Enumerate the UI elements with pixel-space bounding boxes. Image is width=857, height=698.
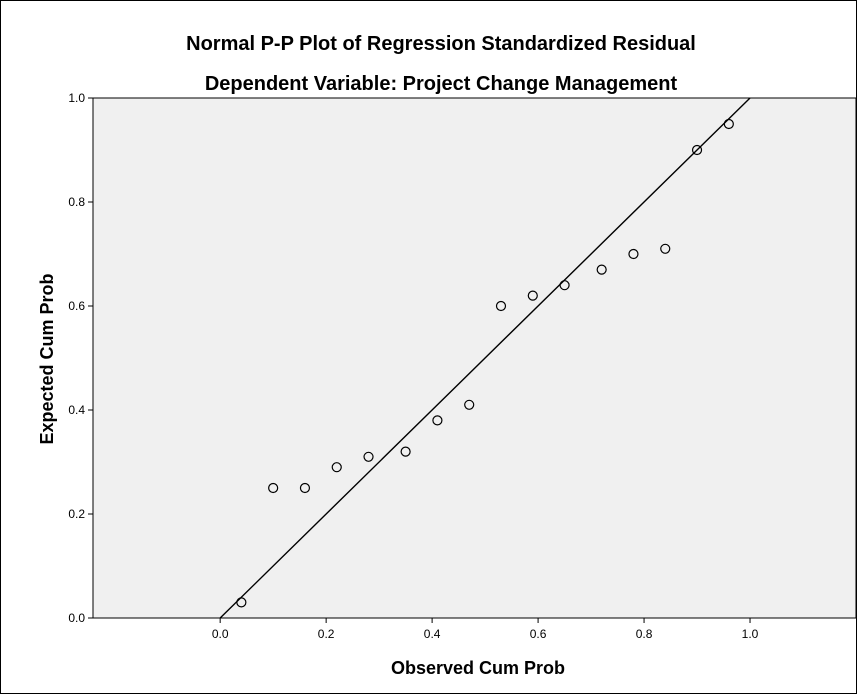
axis-ticks: 0.0 0.2 0.4 0.6 0.8 1.0 0.0 0.2 0.4 0.6 0.8 1.0 xyxy=(68,91,758,641)
data-point xyxy=(331,462,342,473)
data-point xyxy=(691,144,703,156)
data-point xyxy=(559,280,570,291)
y-tick-label: 1.0 xyxy=(68,91,85,105)
data-points xyxy=(236,118,734,608)
plot-area xyxy=(92,97,857,619)
x-tick-label: 0.2 xyxy=(318,627,335,641)
reference-line-layer xyxy=(219,97,751,619)
chart-subtitle: Dependent Variable: Project Change Manag… xyxy=(205,73,678,95)
data-point xyxy=(236,597,247,608)
y-tick-label: 0.2 xyxy=(68,507,85,521)
data-point xyxy=(400,446,411,457)
x-tick-label: 0.8 xyxy=(636,627,653,641)
chart-title: Normal P-P Plot of Regression Standardiz… xyxy=(186,33,696,55)
data-point xyxy=(596,264,607,275)
x-tick-label: 0.4 xyxy=(424,627,441,641)
data-point xyxy=(432,415,443,426)
data-point xyxy=(268,482,279,494)
data-point xyxy=(363,451,374,462)
x-tick-label: 1.0 xyxy=(742,627,759,641)
data-point xyxy=(628,248,639,260)
data-point xyxy=(299,482,311,494)
data-point xyxy=(723,118,734,130)
data-point xyxy=(495,300,507,312)
x-tick-label: 0.6 xyxy=(530,627,547,641)
y-tick-label: 0.6 xyxy=(68,299,85,313)
y-tick-label: 0.4 xyxy=(68,403,85,417)
y-tick-label: 0.0 xyxy=(68,611,85,625)
data-point xyxy=(464,399,475,410)
data-point xyxy=(527,290,538,301)
y-axis-label: Expected Cum Prob xyxy=(37,273,57,444)
y-tick-label: 0.8 xyxy=(68,195,85,209)
reference-line xyxy=(219,97,751,619)
x-axis-label: Observed Cum Prob xyxy=(391,658,565,678)
x-tick-label: 0.0 xyxy=(212,627,229,641)
data-point xyxy=(660,243,671,254)
